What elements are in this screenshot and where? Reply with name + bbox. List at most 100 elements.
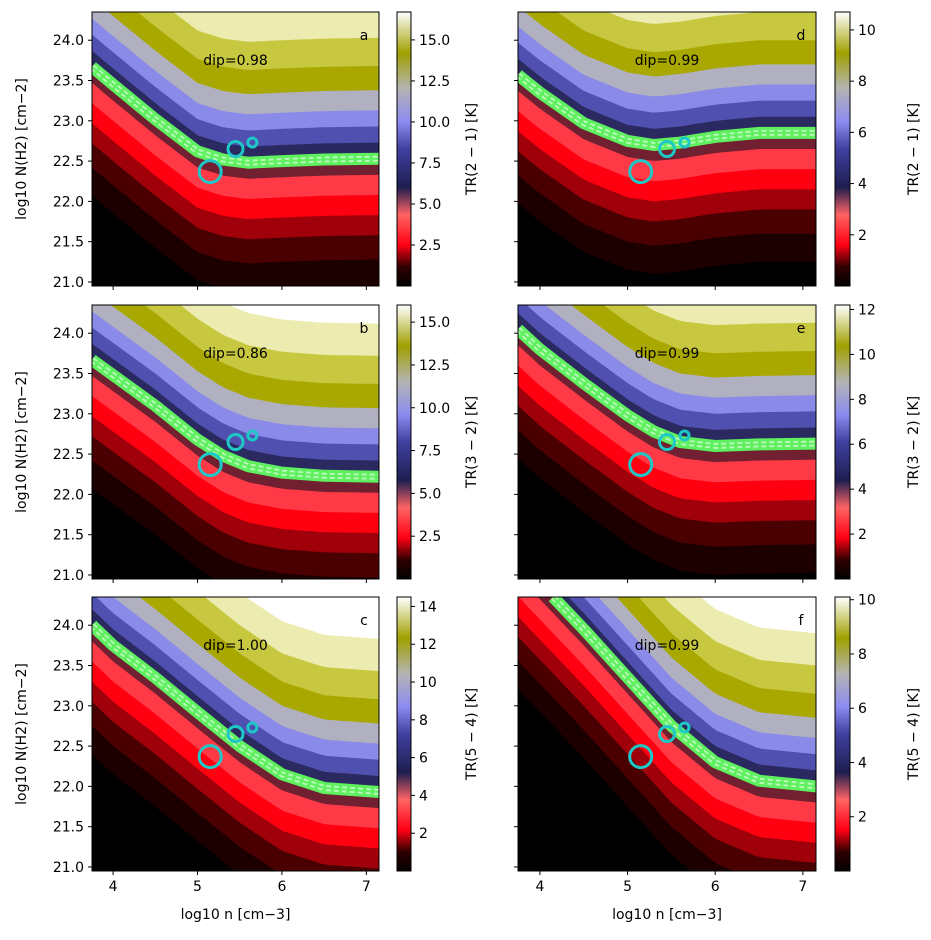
x-axis-label: log10 n [cm−3]: [181, 907, 291, 923]
x-tick-label: 7: [798, 879, 807, 895]
dip-label: dip=0.99: [635, 346, 700, 362]
colorbar-tick-label: 8: [858, 392, 867, 408]
y-tick-label: 22.5: [53, 447, 84, 463]
dip-label: dip=0.86: [203, 346, 268, 362]
observation-circle-medium: [226, 140, 245, 158]
colorbar: [396, 596, 412, 872]
x-tick-label: 5: [623, 879, 632, 895]
heatmap-contour-level: [228, 305, 379, 324]
y-tick-label: 22.5: [53, 739, 84, 755]
colorbar-tick-label: 10: [858, 347, 876, 363]
colorbar-tick-label: 2.5: [419, 529, 441, 545]
colorbar-tick-label: 6: [858, 437, 867, 453]
observation-circle-medium: [658, 433, 676, 451]
colorbar-tick-label: 10: [858, 593, 876, 609]
best-fit-band: [518, 324, 816, 452]
y-tick-label: 21.5: [53, 528, 84, 544]
panel-letter: d: [797, 28, 806, 44]
colorbar-tick-label: 15.0: [419, 315, 450, 331]
observation-circle-large: [197, 744, 223, 770]
heatmap-contour-level: [700, 597, 816, 634]
colorbar-tick-label: 6: [419, 751, 428, 767]
observation-circle-large: [628, 744, 654, 770]
y-tick-label: 22.0: [53, 487, 84, 503]
colorbar-tick-label: 10.0: [419, 401, 450, 417]
axes-frame: [91, 11, 380, 287]
colorbar-tick-label: 5.0: [419, 197, 441, 213]
x-tick-label: 6: [277, 879, 286, 895]
y-axis-label: log10 N(H2) [cm−2]: [14, 663, 30, 805]
colorbar-tick-label: 7.5: [419, 444, 441, 460]
y-tick-label: 21.0: [53, 275, 84, 291]
observation-circle-small: [678, 429, 691, 442]
observation-circle-small: [246, 721, 259, 734]
colorbar-label: TR(5 − 4) [K]: [906, 688, 922, 781]
panel-letter: a: [360, 28, 369, 44]
axes-frame: [517, 596, 817, 872]
colorbar-tick-label: 10: [858, 23, 876, 39]
colorbar-tick-label: 8: [858, 647, 867, 663]
best-fit-band: [92, 354, 379, 483]
y-tick-label: 21.5: [53, 820, 84, 836]
colorbar-tick-label: 2: [419, 826, 428, 842]
colorbar-tick-label: 6: [858, 125, 867, 141]
best-fit-band: [92, 62, 379, 169]
y-tick-label: 23.5: [53, 367, 84, 383]
colorbar-tick-label: 12: [858, 302, 876, 318]
y-tick-label: 22.0: [53, 779, 84, 795]
colorbar-tick-label: 2: [858, 228, 867, 244]
colorbar-tick-label: 10: [419, 675, 437, 691]
heatmap-contour-level: [245, 597, 379, 639]
dip-label: dip=1.00: [203, 638, 268, 654]
colorbar-tick-label: 2: [858, 810, 867, 826]
y-tick-label: 21.5: [53, 235, 84, 251]
colorbar-label: TR(2 − 1) [K]: [906, 103, 922, 196]
colorbar-tick-label: 4: [858, 755, 867, 771]
observation-circle-large: [197, 452, 223, 478]
colorbar-tick-label: 4: [419, 788, 428, 804]
axes-frame: [91, 304, 380, 580]
observation-circle-medium: [226, 433, 245, 451]
panel-a: 21.0 21.5 22.0 22.5 23.0 23.5 24.0 a dip=0.98 log…: [14, 0, 480, 291]
observation-circle-small: [246, 429, 259, 442]
colorbar-tick-label: 8: [419, 713, 428, 729]
y-axis-label: log10 N(H2) [cm−2]: [14, 371, 30, 513]
panel-d: d dip=0.99 2 4 6 8 10 TR(2 − 1) [K]: [514, 11, 922, 290]
heatmap-contour-level: [173, 12, 379, 42]
y-tick-label: 23.0: [53, 699, 84, 715]
dip-label: dip=0.99: [635, 53, 700, 69]
colorbar: [396, 11, 412, 287]
heatmap-contour-level: [607, 12, 816, 24]
heatmap-contour-level: [92, 0, 379, 10]
observation-circle-small: [246, 136, 259, 149]
colorbar: [834, 596, 851, 872]
observation-circle-small: [678, 721, 691, 734]
colorbar: [834, 304, 851, 580]
observation-circle-medium: [658, 725, 676, 743]
colorbar-tick-label: 15.0: [419, 33, 450, 49]
colorbar-label: TR(5 − 4) [K]: [464, 688, 480, 781]
colorbar-tick-label: 12.5: [419, 358, 450, 374]
colorbar-tick-label: 12.5: [419, 74, 450, 90]
y-axis-label: log10 N(H2) [cm−2]: [14, 78, 30, 220]
colorbar-tick-label: 4: [858, 177, 867, 193]
observation-circle-medium: [226, 725, 245, 743]
y-tick-label: 24.0: [53, 618, 84, 634]
colorbar-tick-label: 12: [419, 637, 437, 653]
panel-letter: f: [799, 613, 805, 629]
y-tick-label: 21.0: [53, 568, 84, 584]
observation-circle-small: [678, 136, 691, 149]
colorbar-tick-label: 8: [858, 74, 867, 90]
panel-f: 4 5 6 7 f dip=0.99 log10 n [cm−3] 2 4 6 8 10 TR(5 − …: [514, 593, 922, 923]
y-tick-label: 24.0: [53, 326, 84, 342]
axes-frame: [517, 11, 817, 287]
best-fit-band: [518, 70, 816, 151]
colorbar-tick-label: 14: [419, 599, 437, 615]
y-tick-label: 23.0: [53, 114, 84, 130]
x-axis-label: log10 n [cm−3]: [612, 907, 722, 923]
observation-circle-large: [628, 452, 654, 478]
observation-circle-large: [628, 159, 654, 185]
y-tick-label: 23.5: [53, 659, 84, 675]
colorbar: [834, 11, 851, 287]
axes-frame: [91, 596, 380, 872]
